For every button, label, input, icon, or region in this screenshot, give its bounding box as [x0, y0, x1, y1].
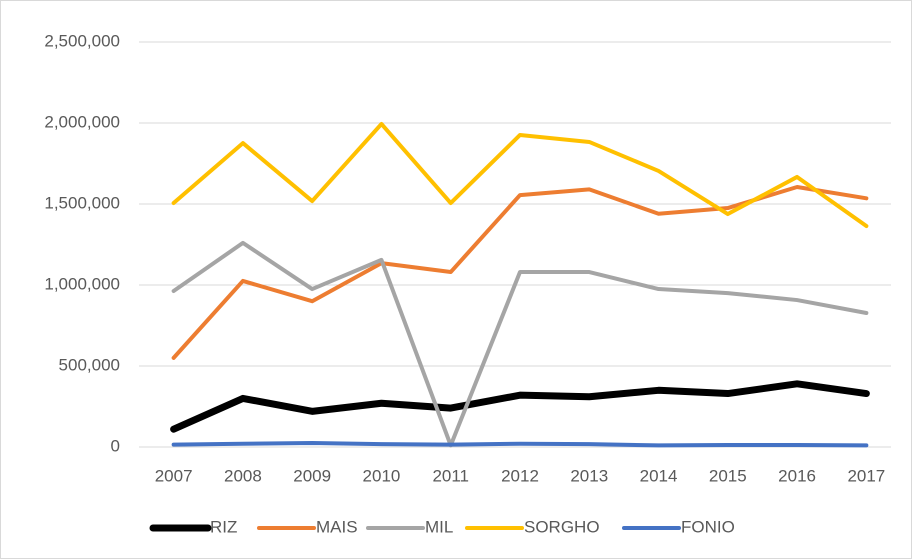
x-tick-label: 2015: [709, 466, 747, 485]
x-tick-label: 2010: [363, 466, 401, 485]
x-tick-label: 2013: [570, 466, 608, 485]
y-tick-label: 2,500,000: [44, 31, 120, 50]
x-tick-label: 2007: [155, 466, 193, 485]
x-tick-label: 2017: [847, 466, 885, 485]
x-tick-label: 2008: [224, 466, 262, 485]
y-tick-label: 1,500,000: [44, 193, 120, 212]
legend-label: FONIO: [681, 517, 735, 536]
y-tick-label: 0: [111, 436, 120, 455]
series-line: [171, 440, 869, 448]
legend-label: MAIS: [316, 517, 358, 536]
legend-label: RIZ: [210, 517, 237, 536]
x-tick-label: 2009: [293, 466, 331, 485]
y-tick-label: 1,000,000: [44, 274, 120, 293]
x-tick-label: 2016: [778, 466, 816, 485]
x-tick-label: 2012: [501, 466, 539, 485]
legend-label: SORGHO: [524, 517, 600, 536]
x-tick-label: 2011: [432, 466, 469, 485]
y-tick-label: 500,000: [59, 355, 120, 374]
series-line: [171, 240, 869, 448]
series-line: [171, 121, 869, 229]
legend-label: MIL: [425, 517, 453, 536]
x-tick-label: 2014: [640, 466, 678, 485]
y-tick-label: 2,000,000: [44, 112, 120, 131]
series-line: [170, 380, 870, 433]
